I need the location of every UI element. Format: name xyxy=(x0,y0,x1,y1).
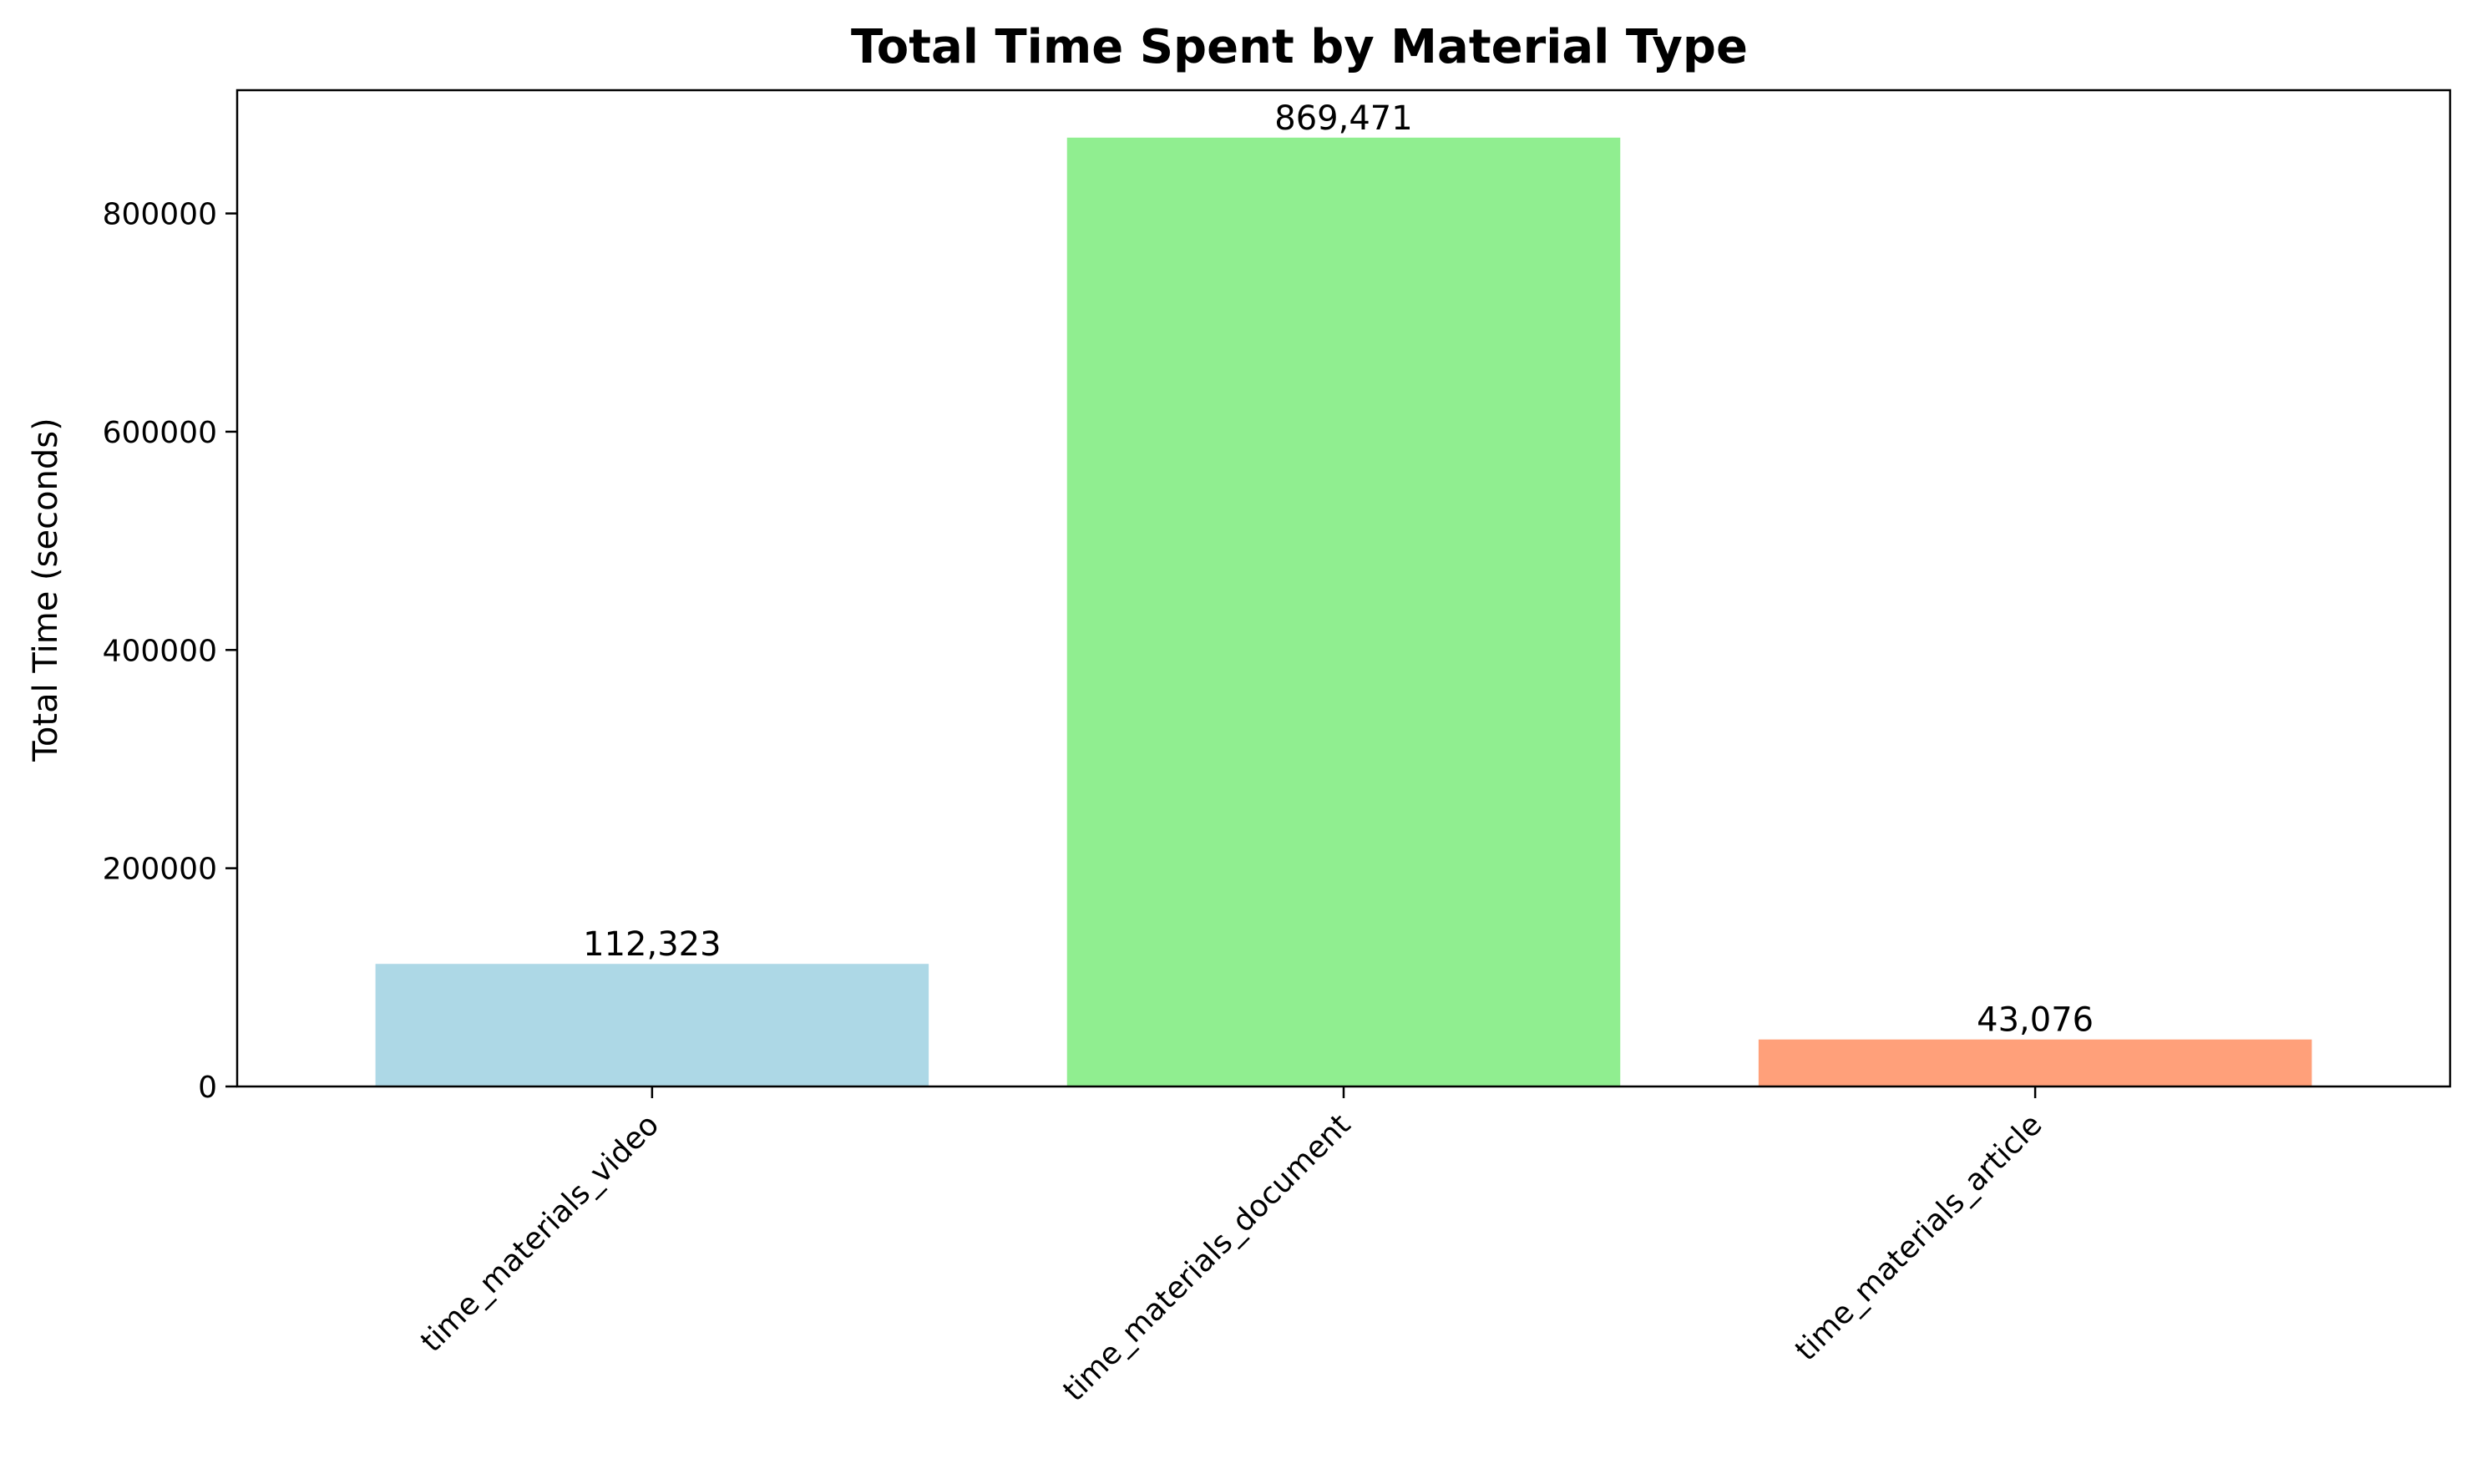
y-tick-label: 800000 xyxy=(103,198,217,232)
chart-title: Total Time Spent by Material Type xyxy=(851,20,1748,74)
bar-value-label: 43,076 xyxy=(1977,1001,2094,1040)
y-tick-label: 400000 xyxy=(103,634,217,668)
bar-time-materials-document xyxy=(1066,137,1621,1087)
y-tick-label: 200000 xyxy=(103,853,217,887)
bar-time-materials-video xyxy=(375,964,929,1086)
y-axis-label: Total Time (seconds) xyxy=(27,418,65,762)
bar-time-materials-article xyxy=(1758,1039,2312,1086)
y-tick-label: 600000 xyxy=(103,416,217,450)
bar-value-label: 869,471 xyxy=(1274,99,1412,138)
y-tick-label: 0 xyxy=(198,1071,217,1105)
bar-value-label: 112,323 xyxy=(583,925,721,964)
